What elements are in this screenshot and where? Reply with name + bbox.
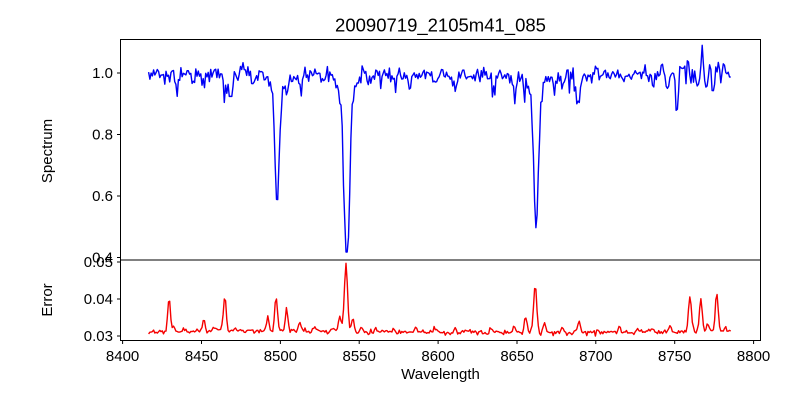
svg-text:0.05: 0.05 [84,254,113,271]
svg-text:8700: 8700 [579,348,612,365]
svg-text:Error: Error [39,283,56,316]
svg-text:0.8: 0.8 [92,127,113,144]
svg-text:8400: 8400 [106,348,139,365]
svg-text:8450: 8450 [185,348,218,365]
svg-text:8800: 8800 [737,348,770,365]
svg-text:0.03: 0.03 [84,328,113,345]
svg-text:8750: 8750 [658,348,691,365]
svg-text:Wavelength: Wavelength [401,366,480,383]
svg-text:8500: 8500 [264,348,297,365]
svg-text:8650: 8650 [500,348,533,365]
svg-text:8600: 8600 [421,348,454,365]
svg-text:0.4: 0.4 [92,250,113,267]
svg-text:20090719_2105m41_085: 20090719_2105m41_085 [335,15,546,37]
svg-text:0.6: 0.6 [92,188,113,205]
svg-text:1.0: 1.0 [92,65,113,82]
svg-text:8550: 8550 [343,348,376,365]
svg-text:Spectrum: Spectrum [39,119,56,183]
svg-text:0.04: 0.04 [84,291,113,308]
